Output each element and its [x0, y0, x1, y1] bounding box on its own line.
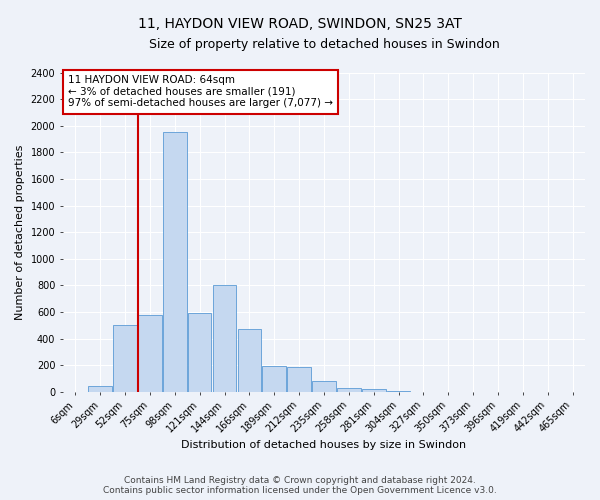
Bar — [163, 132, 187, 392]
Bar — [287, 368, 311, 392]
Bar — [337, 388, 361, 392]
Bar — [113, 326, 137, 392]
Text: 11 HAYDON VIEW ROAD: 64sqm
← 3% of detached houses are smaller (191)
97% of semi: 11 HAYDON VIEW ROAD: 64sqm ← 3% of detac… — [68, 75, 333, 108]
Bar — [238, 330, 261, 392]
Bar — [362, 389, 386, 392]
Bar — [312, 380, 336, 392]
Bar — [138, 314, 162, 392]
Bar — [88, 386, 112, 392]
Text: Contains HM Land Registry data © Crown copyright and database right 2024.
Contai: Contains HM Land Registry data © Crown c… — [103, 476, 497, 495]
Bar — [213, 286, 236, 392]
Bar — [262, 366, 286, 392]
X-axis label: Distribution of detached houses by size in Swindon: Distribution of detached houses by size … — [181, 440, 467, 450]
Y-axis label: Number of detached properties: Number of detached properties — [15, 144, 25, 320]
Text: 11, HAYDON VIEW ROAD, SWINDON, SN25 3AT: 11, HAYDON VIEW ROAD, SWINDON, SN25 3AT — [138, 18, 462, 32]
Bar — [188, 314, 211, 392]
Title: Size of property relative to detached houses in Swindon: Size of property relative to detached ho… — [149, 38, 499, 51]
Bar — [387, 391, 410, 392]
